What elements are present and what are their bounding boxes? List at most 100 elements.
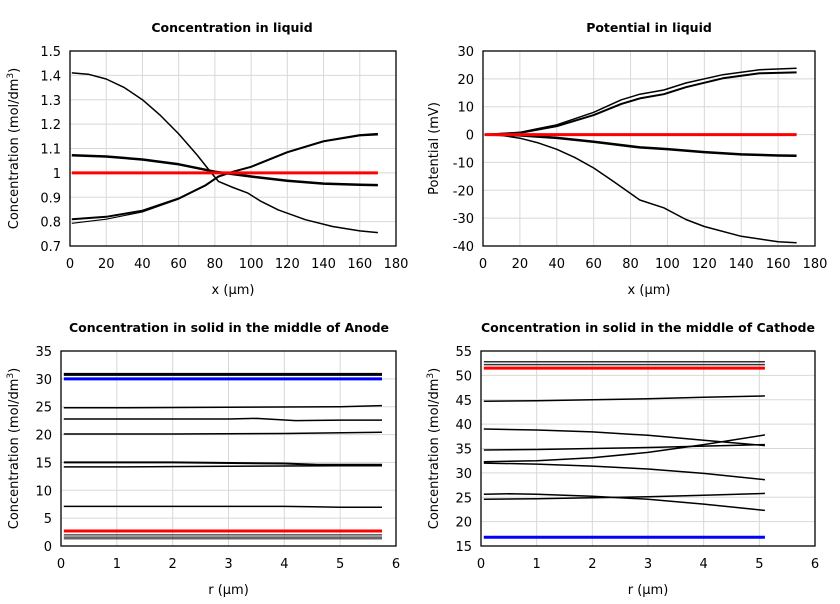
x-tick-label: 120 [692, 257, 717, 272]
x-tick-label: 100 [655, 257, 680, 272]
y-axis-label: Concentration (mol/dm3) [6, 368, 22, 530]
x-tick-label: 0 [477, 557, 485, 572]
series-line-9 [483, 493, 765, 512]
x-tick-label: 2 [169, 557, 177, 572]
y-axis-label-text: Concentration (mol/dm [427, 379, 442, 530]
y-axis-label-text: Concentration (mol/dm [7, 79, 22, 230]
series-line-6 [63, 461, 382, 466]
x-tick-label: 180 [803, 257, 828, 272]
x-axis-label: r (µm) [628, 583, 669, 598]
y-tick-label: -40 [453, 240, 474, 255]
x-axis-label: x (µm) [628, 283, 671, 298]
x-axis-label: x (µm) [212, 283, 255, 298]
y-tick-label: 1.3 [40, 94, 61, 109]
y-axis-label-end: ) [7, 68, 22, 73]
y-tick-label: 25 [35, 401, 52, 416]
y-tick-label: 0.7 [40, 240, 61, 255]
series-line-3 [63, 404, 383, 409]
x-tick-label: 140 [311, 257, 336, 272]
subplot-3: 0 1 2 3 4 5 6 0 5 10 15 20 25 30 35 Concentration in so… [6, 320, 400, 598]
x-tick-label: 140 [729, 257, 754, 272]
series-line-8 [483, 462, 765, 481]
x-tick-label: 160 [347, 257, 372, 272]
plot-frame [69, 50, 397, 247]
x-tick-label: 6 [811, 557, 819, 572]
y-tick-label: 35 [35, 345, 52, 360]
y-tick-label: 1.5 [40, 45, 61, 60]
y-tick-label: 15 [35, 456, 52, 471]
y-tick-label: 1.4 [40, 69, 61, 84]
y-axis-label: Potential (mV) [427, 102, 442, 195]
y-tick-label: 0.9 [40, 191, 61, 206]
series-line-7 [483, 434, 766, 463]
y-tick-label: 50 [455, 369, 472, 384]
x-tick-label: 20 [98, 257, 115, 272]
x-tick-label: 3 [644, 557, 652, 572]
y-tick-label: -20 [453, 184, 474, 199]
y-tick-label: 35 [455, 443, 472, 458]
x-tick-label: 160 [766, 257, 791, 272]
plot-frame [480, 350, 816, 547]
plot-frame [60, 350, 397, 547]
x-axis-label: r (µm) [208, 583, 249, 598]
y-tick-label: -30 [453, 212, 474, 227]
series-line-2 [484, 71, 797, 136]
y-tick-label: 1.2 [40, 118, 61, 133]
x-tick-label: 60 [170, 257, 187, 272]
chart-title: Concentration in solid in the middle of … [69, 320, 389, 335]
series-line-4 [484, 133, 797, 244]
series-line-6 [483, 443, 765, 451]
x-tick-label: 3 [224, 557, 232, 572]
y-axis-label-superscript: 3 [6, 73, 16, 79]
y-axis-label-end: ) [7, 368, 22, 373]
y-axis-label-superscript: 3 [426, 373, 436, 379]
x-tick-label: 5 [336, 557, 344, 572]
x-tick-label: 120 [275, 257, 300, 272]
y-axis-label-text: Concentration (mol/dm [7, 379, 22, 530]
series-line-8 [63, 505, 382, 509]
y-tick-label: 45 [455, 394, 472, 409]
y-tick-label: 0.8 [40, 216, 61, 231]
y-tick-label: 1.1 [40, 143, 61, 158]
y-tick-label: 20 [457, 73, 474, 88]
x-tick-label: 60 [585, 257, 602, 272]
series-line-10 [483, 492, 765, 500]
x-tick-label: 4 [280, 557, 288, 572]
series-line-1 [71, 72, 378, 234]
series-line-1 [484, 67, 797, 136]
y-tick-label: 0 [44, 540, 52, 555]
x-tick-label: 80 [622, 257, 639, 272]
y-axis-label-end: ) [427, 368, 442, 373]
y-tick-label: 1 [53, 167, 61, 182]
x-tick-label: 0 [66, 257, 74, 272]
x-tick-label: 0 [479, 257, 487, 272]
y-tick-label: 20 [455, 516, 472, 531]
chart-title: Potential in liquid [586, 20, 712, 35]
subplot-1: 0 20 40 60 80 100 120 140 160 180 0.7 0.8 0.9 1 1.1 1.2… [6, 20, 408, 298]
y-tick-label: 30 [457, 45, 474, 60]
chart-title: Concentration in solid in the middle of … [481, 320, 815, 335]
x-tick-label: 1 [113, 557, 121, 572]
x-tick-label: 40 [134, 257, 151, 272]
y-tick-label: 5 [44, 512, 52, 527]
y-tick-label: 20 [35, 429, 52, 444]
y-axis-label-superscript: 3 [6, 373, 16, 379]
x-tick-label: 40 [549, 257, 566, 272]
y-tick-label: 10 [457, 101, 474, 116]
series-line-3 [71, 132, 378, 221]
y-tick-label: 30 [35, 373, 52, 388]
x-tick-label: 4 [700, 557, 708, 572]
y-axis-label-text: Potential (mV) [427, 102, 442, 195]
x-tick-label: 20 [512, 257, 529, 272]
x-tick-label: 100 [239, 257, 264, 272]
y-tick-label: 0 [466, 129, 474, 144]
y-tick-label: 30 [455, 467, 472, 482]
y-axis-label: Concentration (mol/dm3) [426, 368, 442, 530]
y-tick-label: 10 [35, 484, 52, 499]
x-tick-label: 1 [533, 557, 541, 572]
y-tick-label: 25 [455, 491, 472, 506]
y-tick-label: -10 [453, 156, 474, 171]
x-tick-label: 80 [207, 257, 224, 272]
